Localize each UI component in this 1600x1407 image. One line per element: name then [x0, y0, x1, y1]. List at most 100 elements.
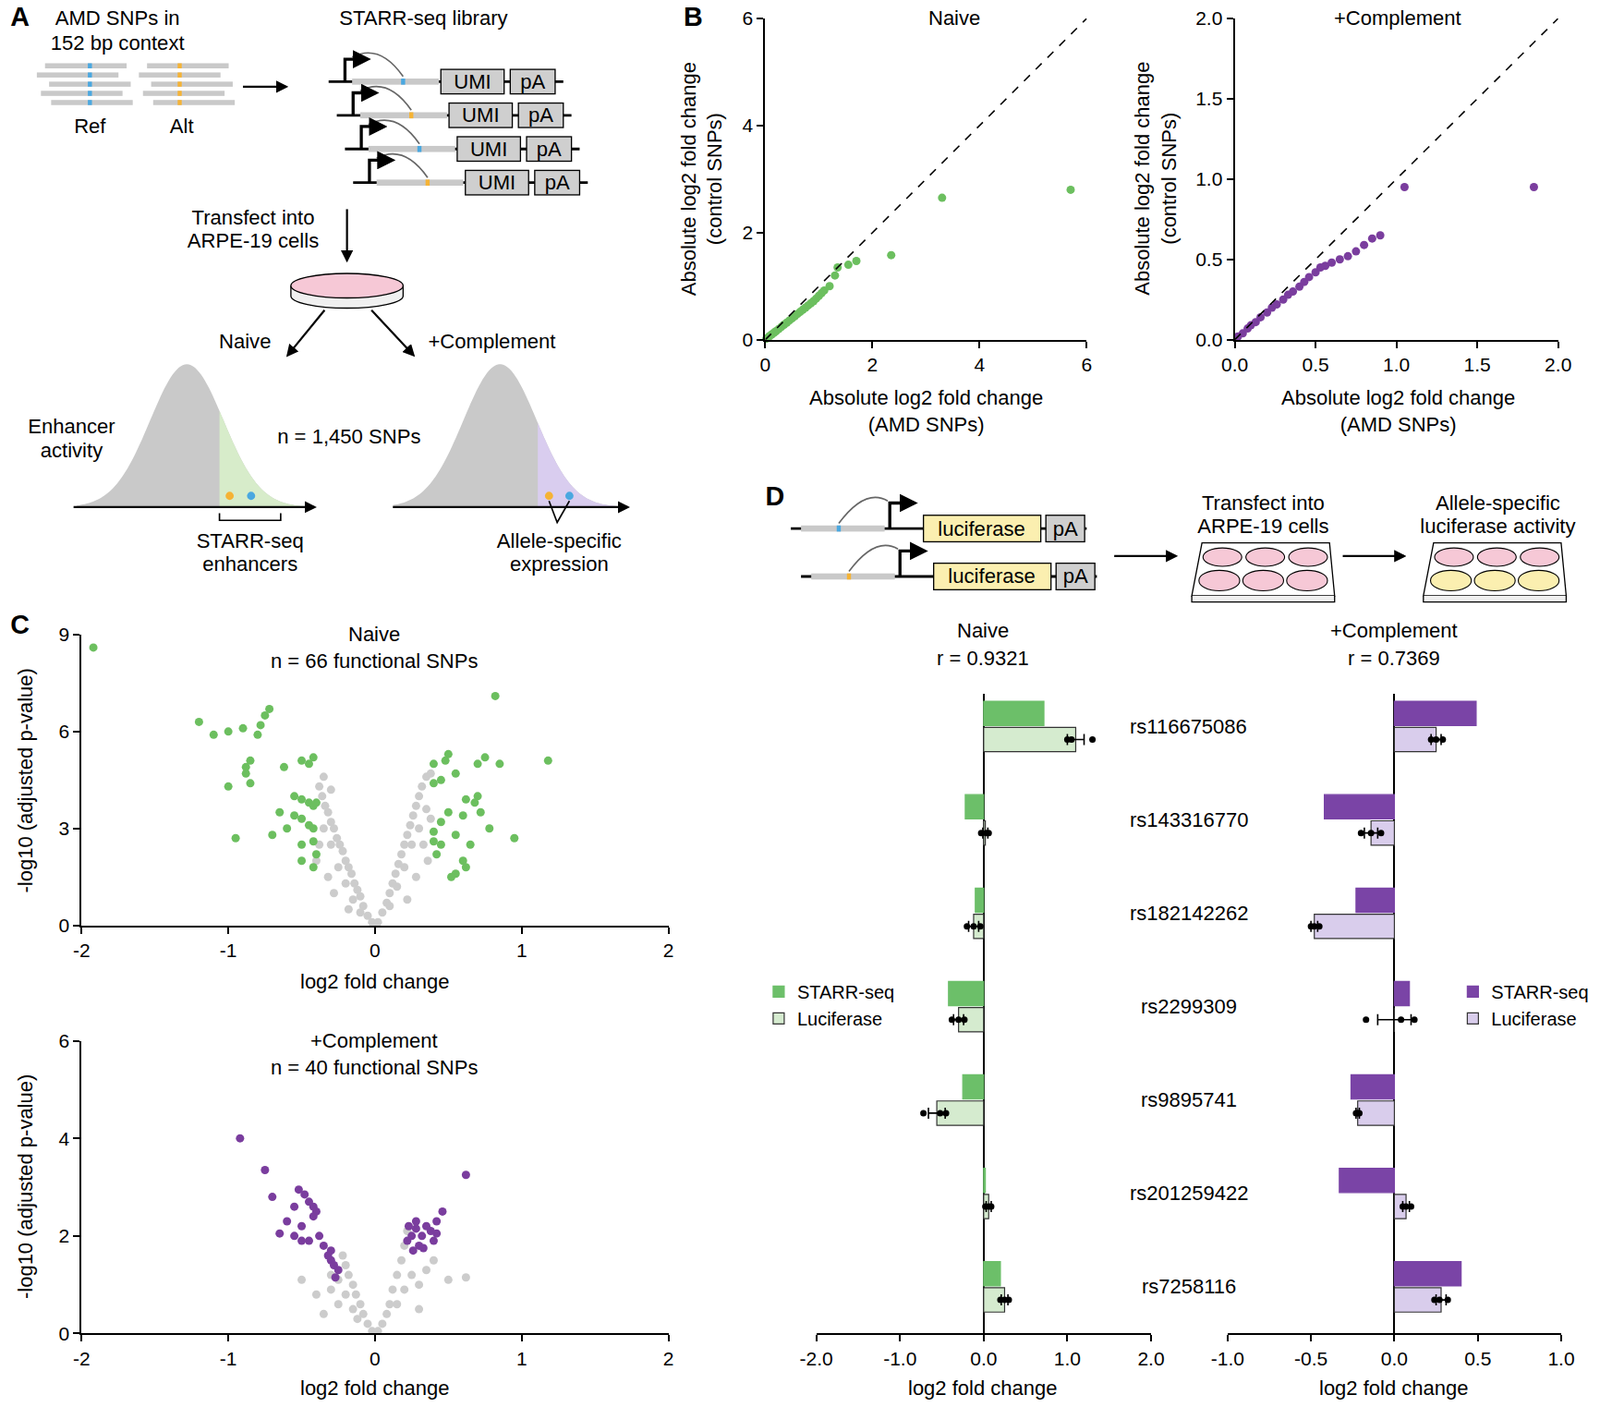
svg-text:-log10 (adjusted p-value): -log10 (adjusted p-value) [13, 1074, 37, 1299]
svg-text:Alt: Alt [169, 114, 194, 138]
svg-text:0.0: 0.0 [1381, 1347, 1408, 1370]
svg-text:-2: -2 [72, 939, 91, 961]
svg-text:2.0: 2.0 [1195, 7, 1223, 29]
svg-text:-1: -1 [219, 1347, 238, 1370]
svg-text:pA: pA [520, 70, 546, 94]
svg-text:-2: -2 [72, 1347, 91, 1370]
svg-text:r = 0.7369: r = 0.7369 [1347, 646, 1441, 670]
svg-text:pA: pA [528, 103, 554, 127]
svg-text:0.0: 0.0 [1195, 328, 1223, 351]
svg-text:1.0: 1.0 [1382, 353, 1410, 376]
svg-text:1: 1 [516, 939, 528, 961]
svg-text:2: 2 [867, 353, 879, 376]
svg-text:rs9895741: rs9895741 [1140, 1088, 1237, 1112]
svg-text:0: 0 [742, 328, 754, 351]
svg-text:+Complement: +Complement [310, 1029, 438, 1053]
svg-text:UMI: UMI [461, 103, 499, 127]
svg-text:pA: pA [536, 137, 562, 161]
svg-text:UMI: UMI [478, 170, 516, 194]
svg-text:2.0: 2.0 [1137, 1347, 1164, 1370]
svg-text:0.5: 0.5 [1301, 353, 1329, 376]
svg-text:rs143316770: rs143316770 [1129, 808, 1249, 832]
svg-text:log2 fold change: log2 fold change [300, 1376, 449, 1400]
svg-text:pA: pA [1063, 564, 1089, 588]
svg-text:+Complement: +Complement [427, 329, 556, 353]
svg-text:2.0: 2.0 [1544, 353, 1572, 376]
svg-text:rs182142262: rs182142262 [1129, 901, 1249, 925]
svg-text:2: 2 [742, 221, 754, 243]
svg-text:3: 3 [58, 817, 70, 839]
svg-text:-log10 (adjusted p-value): -log10 (adjusted p-value) [13, 667, 37, 893]
svg-text:1.0: 1.0 [1547, 1347, 1575, 1370]
svg-text:4: 4 [58, 1127, 70, 1150]
svg-text:rs201259422: rs201259422 [1129, 1181, 1249, 1205]
svg-text:log2 fold change: log2 fold change [300, 969, 449, 994]
svg-text:rs116675086: rs116675086 [1129, 715, 1248, 739]
svg-text:n = 66 functional SNPs: n = 66 functional SNPs [270, 649, 478, 673]
svg-text:6: 6 [1081, 353, 1093, 376]
svg-text:n = 40 functional SNPs: n = 40 functional SNPs [270, 1055, 478, 1079]
svg-text:Transfect into: Transfect into [192, 206, 316, 230]
svg-text:rs7258116: rs7258116 [1141, 1274, 1237, 1298]
svg-text:log2 fold change: log2 fold change [1319, 1376, 1468, 1400]
svg-text:ARPE-19 cells: ARPE-19 cells [187, 229, 319, 253]
svg-text:2: 2 [663, 1347, 675, 1370]
svg-text:activity: activity [40, 438, 103, 462]
svg-text:STARR-seq: STARR-seq [1490, 981, 1588, 1003]
svg-text:1.5: 1.5 [1195, 87, 1223, 110]
svg-text:AMD SNPs in: AMD SNPs in [55, 6, 181, 30]
svg-text:r = 0.9321: r = 0.9321 [936, 646, 1030, 670]
svg-text:A: A [10, 1, 30, 32]
svg-text:pA: pA [545, 170, 570, 194]
svg-text:0: 0 [760, 353, 772, 376]
svg-text:Naive: Naive [928, 6, 981, 30]
svg-text:Luciferase: Luciferase [797, 1008, 883, 1030]
svg-text:Naive: Naive [348, 622, 400, 646]
svg-text:Naive: Naive [957, 618, 1009, 643]
svg-text:Absolute log2 fold change(cont: Absolute log2 fold change(control SNPs) [1130, 61, 1181, 296]
svg-text:4: 4 [974, 353, 986, 376]
svg-text:Allele-specific: Allele-specific [1435, 491, 1561, 515]
svg-text:2: 2 [663, 939, 675, 961]
svg-text:-1.0: -1.0 [883, 1347, 917, 1370]
svg-text:luciferase: luciferase [947, 564, 1036, 588]
svg-text:-1.0: -1.0 [1211, 1347, 1245, 1370]
svg-text:0: 0 [369, 1347, 381, 1370]
svg-text:expression: expression [509, 552, 609, 576]
svg-text:0: 0 [58, 914, 70, 936]
svg-text:enhancers: enhancers [202, 552, 298, 576]
svg-text:D: D [764, 481, 785, 511]
svg-text:9: 9 [58, 623, 70, 645]
svg-text:Absolute log2 fold change(cont: Absolute log2 fold change(control SNPs) [677, 61, 728, 296]
svg-text:luciferase: luciferase [937, 517, 1026, 541]
svg-text:STARR-seq: STARR-seq [196, 529, 304, 553]
svg-text:1: 1 [516, 1347, 528, 1370]
svg-text:UMI: UMI [470, 137, 508, 161]
svg-text:Transfect into: Transfect into [1201, 491, 1325, 515]
svg-text:pA: pA [1053, 517, 1079, 541]
svg-text:6: 6 [58, 1030, 70, 1052]
svg-text:STARR-seq: STARR-seq [797, 981, 895, 1003]
svg-text:0.5: 0.5 [1195, 248, 1223, 270]
svg-text:Naive: Naive [218, 329, 271, 353]
svg-text:0.0: 0.0 [969, 1347, 997, 1370]
svg-text:luciferase activity: luciferase activity [1419, 514, 1576, 538]
svg-text:0.0: 0.0 [1221, 353, 1249, 376]
svg-text:0.5: 0.5 [1464, 1347, 1491, 1370]
svg-text:4: 4 [742, 114, 754, 136]
svg-text:6: 6 [58, 720, 70, 742]
svg-text:Enhancer: Enhancer [27, 414, 116, 438]
svg-text:-2.0: -2.0 [800, 1347, 834, 1370]
svg-text:n = 1,450 SNPs: n = 1,450 SNPs [277, 424, 421, 449]
svg-text:+Complement: +Complement [1330, 618, 1458, 643]
svg-text:Absolute log2 fold change(AMD: Absolute log2 fold change(AMD SNPs) [809, 386, 1043, 437]
svg-text:-1: -1 [219, 939, 238, 961]
svg-text:rs2299309: rs2299309 [1140, 994, 1237, 1019]
svg-text:B: B [683, 1, 704, 32]
svg-text:152 bp context: 152 bp context [50, 31, 185, 55]
svg-text:0: 0 [58, 1322, 70, 1345]
svg-text:Ref: Ref [73, 114, 107, 138]
svg-text:UMI: UMI [453, 70, 491, 94]
svg-text:ARPE-19 cells: ARPE-19 cells [1197, 514, 1329, 538]
svg-text:0: 0 [369, 939, 381, 961]
